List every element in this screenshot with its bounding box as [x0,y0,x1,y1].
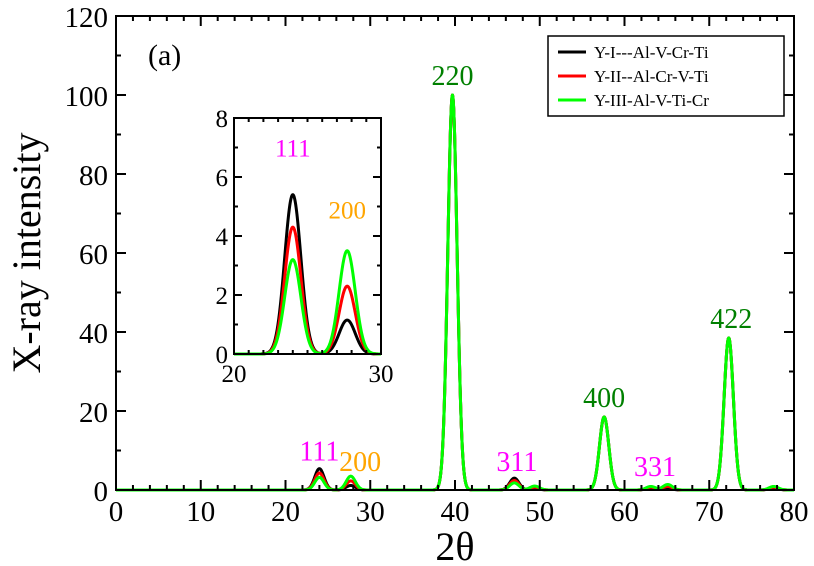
y-tick-label: 40 [79,318,108,350]
inset-y-tick-label: 8 [216,106,229,133]
legend-label-2: Y-II--Al-Cr-V-Ti [594,67,709,86]
peak-annotation: 200 [339,447,381,478]
x-tick-label: 0 [109,496,124,528]
peak-annotation: 311 [496,447,537,478]
inset-peak-annotation: 200 [328,197,366,224]
x-tick-label: 10 [186,496,215,528]
x-tick-label: 40 [441,496,470,528]
x-tick-label: 30 [356,496,385,528]
inset-peak-annotation: 111 [275,135,311,162]
y-axis-label: X-ray intensity [4,132,49,373]
x-tick-label: 70 [695,496,724,528]
x-tick-label: 20 [271,496,300,528]
peak-annotation: 111 [299,436,339,467]
x-tick-label: 60 [610,496,639,528]
y-tick-label: 100 [65,81,109,113]
peak-annotation: 220 [431,61,473,92]
x-tick-label: 80 [780,496,809,528]
legend-label-3: Y-III-Al-V-Ti-Cr [594,91,709,110]
y-tick-label: 0 [94,476,109,508]
x-tick-label: 50 [525,496,554,528]
peak-annotation: 400 [583,383,625,414]
y-tick-label: 20 [79,397,108,429]
y-tick-label: 60 [79,239,108,271]
peak-annotation: 331 [634,452,676,483]
y-tick-label: 80 [79,160,108,192]
inset-y-tick-label: 6 [216,165,229,192]
inset-y-tick-label: 2 [216,283,229,310]
inset-x-tick-label: 20 [222,361,247,388]
inset-x-tick-label: 30 [369,361,394,388]
y-tick-label: 120 [65,2,109,34]
panel-label: (a) [148,39,181,72]
inset-y-tick-label: 4 [216,224,229,251]
peak-annotation: 422 [710,304,752,335]
legend-box [547,35,785,117]
legend-label-1: Y-I---Al-V-Cr-Ti [594,43,709,62]
x-axis-label: 2θ [435,524,474,566]
inset-y-tick-label: 0 [216,342,229,369]
